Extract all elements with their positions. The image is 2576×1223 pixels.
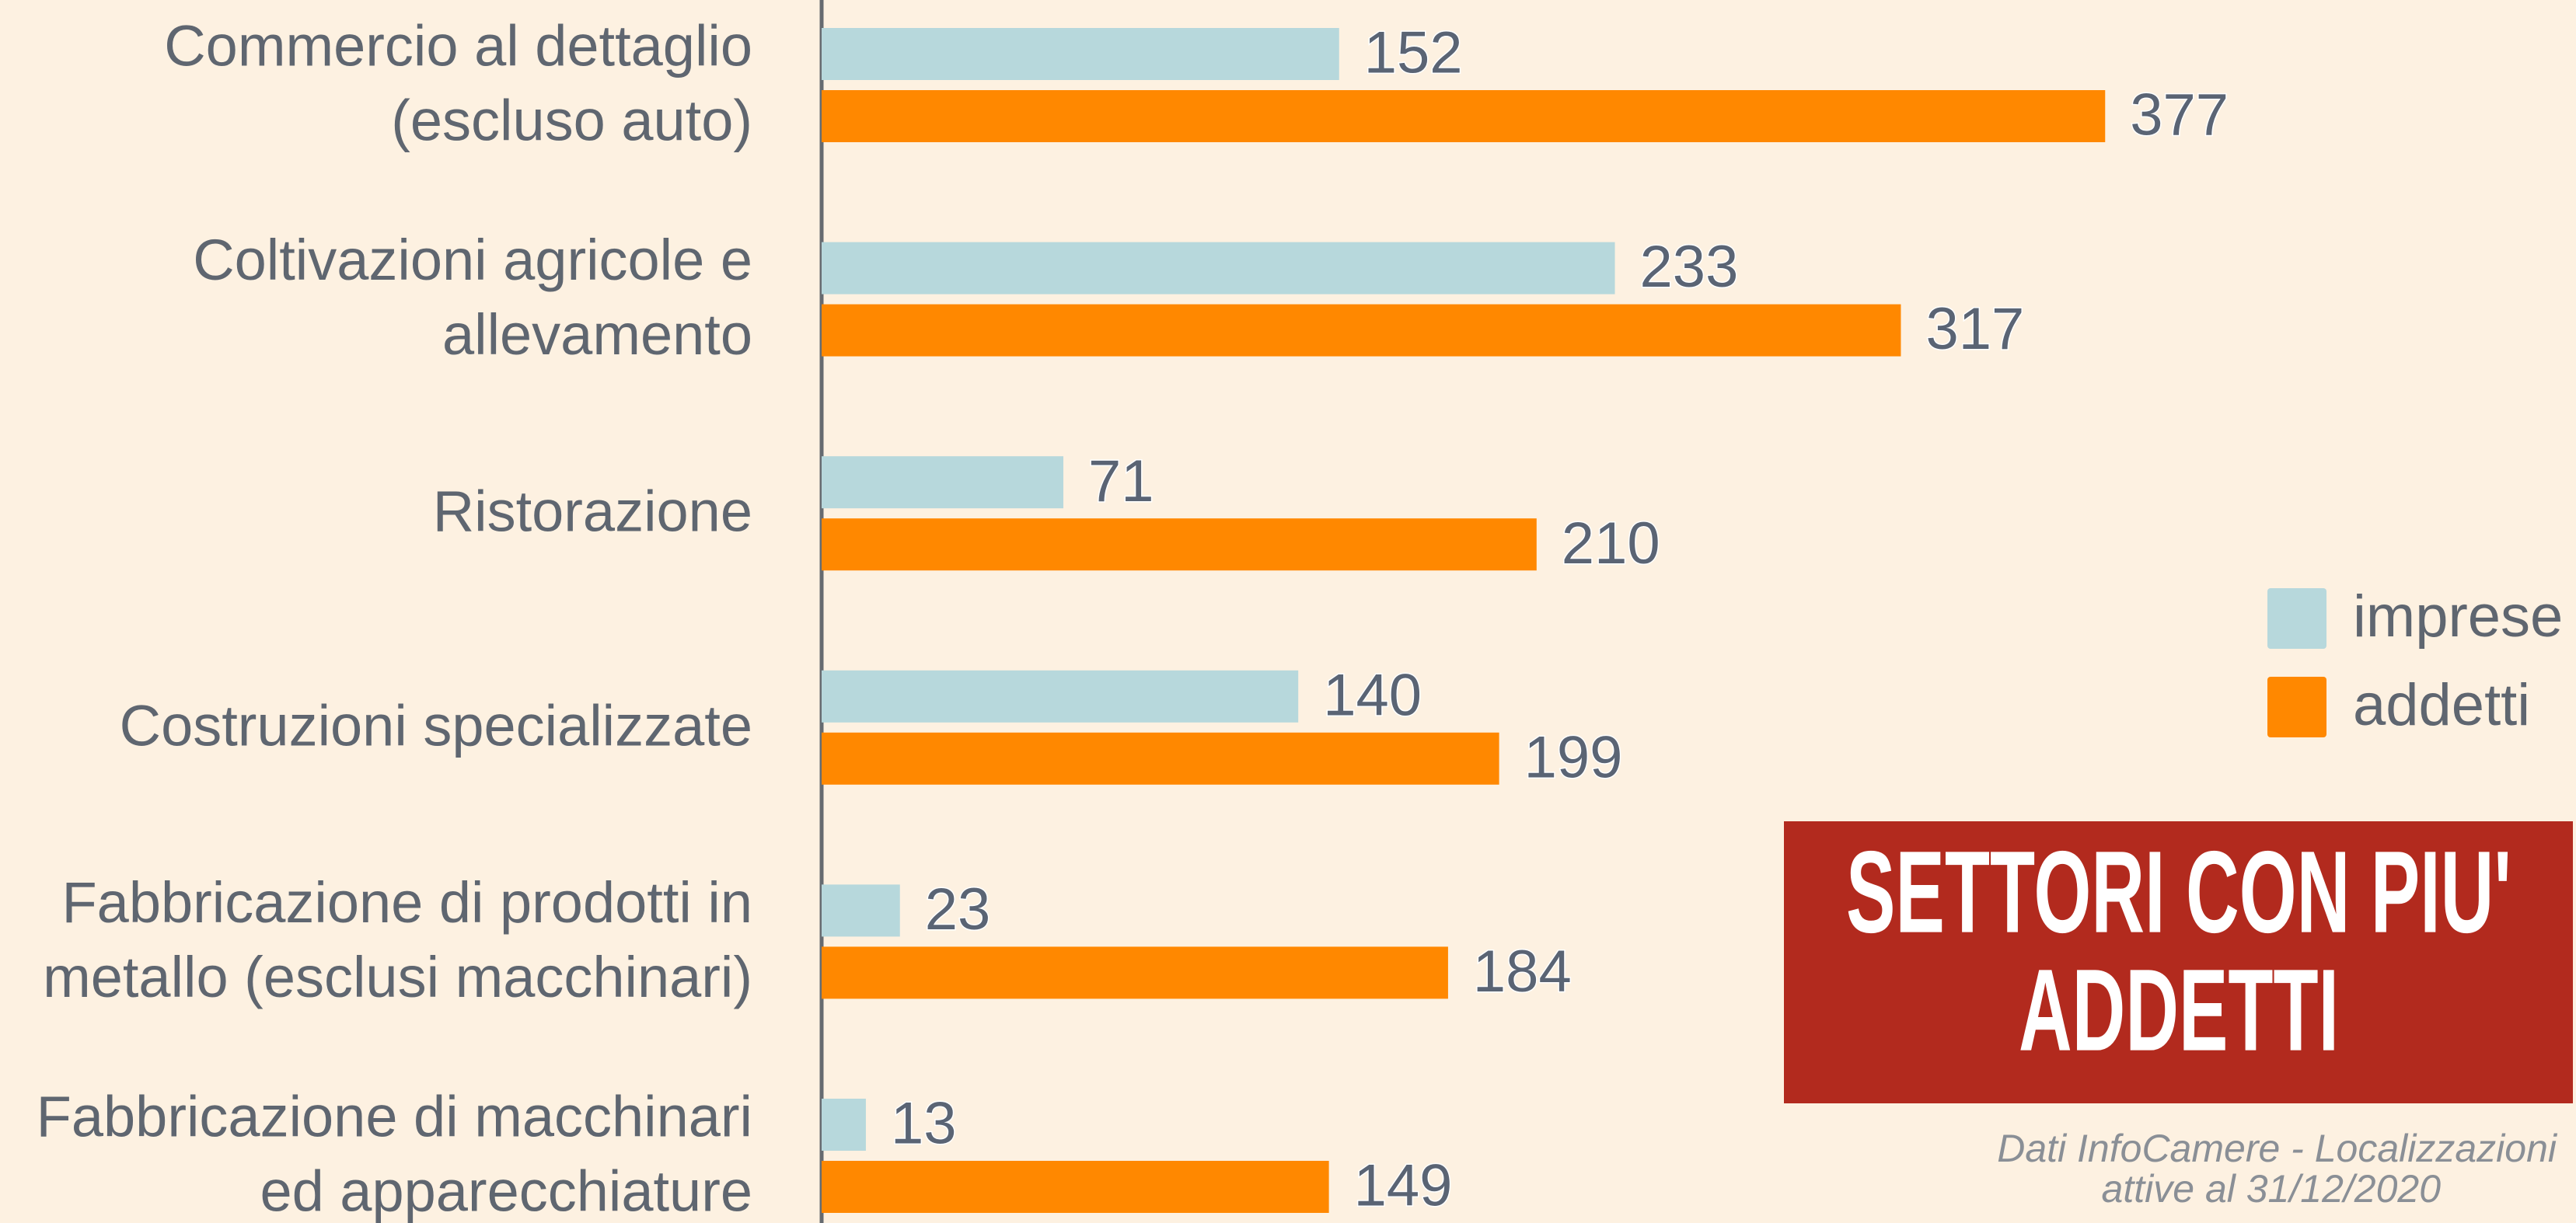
bar	[822, 1161, 1329, 1213]
data-label: 140	[1323, 662, 1422, 728]
legend-swatch	[2267, 588, 2326, 649]
source-note: attive al 31/12/2020	[2102, 1167, 2442, 1211]
category-label: Ristorazione	[433, 479, 752, 544]
data-label: 152	[1364, 20, 1463, 86]
category-label: Commercio al dettaglio	[164, 14, 752, 78]
bar	[822, 884, 900, 937]
source-note: Dati InfoCamere - Localizzazioni	[1997, 1127, 2558, 1170]
category-label: Costruzioni specializzate	[120, 693, 752, 758]
bar	[822, 1099, 866, 1151]
bar	[822, 732, 1499, 785]
category-label: (escluso auto)	[391, 89, 752, 153]
data-label: 317	[1925, 296, 2024, 362]
category-label: ed apparecchiature	[260, 1159, 752, 1223]
bar	[822, 518, 1537, 571]
title-box	[1784, 821, 2573, 1103]
data-label: 210	[1562, 510, 1660, 577]
data-label: 71	[1088, 448, 1154, 514]
category-label: Fabbricazione di prodotti in	[61, 870, 752, 935]
bar	[822, 28, 1339, 80]
bar	[822, 242, 1615, 294]
data-label: 149	[1354, 1153, 1453, 1219]
legend-swatch	[2267, 677, 2326, 737]
data-label: 233	[1640, 234, 1739, 300]
bar	[822, 90, 2106, 142]
chart-title: ADDETTI	[2019, 945, 2339, 1075]
data-label: 377	[2130, 82, 2229, 148]
bar	[822, 456, 1063, 509]
bar	[822, 304, 1901, 357]
category-label: metallo (esclusi macchinari)	[43, 945, 752, 1009]
bar	[822, 946, 1448, 999]
bar	[822, 670, 1299, 723]
category-label: Fabbricazione di macchinari	[37, 1085, 752, 1149]
category-label: allevamento	[442, 302, 752, 367]
legend-label: imprese	[2353, 584, 2563, 650]
data-label: 184	[1473, 939, 1572, 1005]
legend-label: addetti	[2353, 672, 2530, 738]
chart-title: SETTORI CON PIU'	[1846, 827, 2511, 957]
data-label: 13	[891, 1091, 957, 1157]
data-label: 23	[925, 876, 991, 943]
data-label: 199	[1524, 724, 1623, 790]
category-label: Coltivazioni agricole e	[193, 228, 752, 292]
